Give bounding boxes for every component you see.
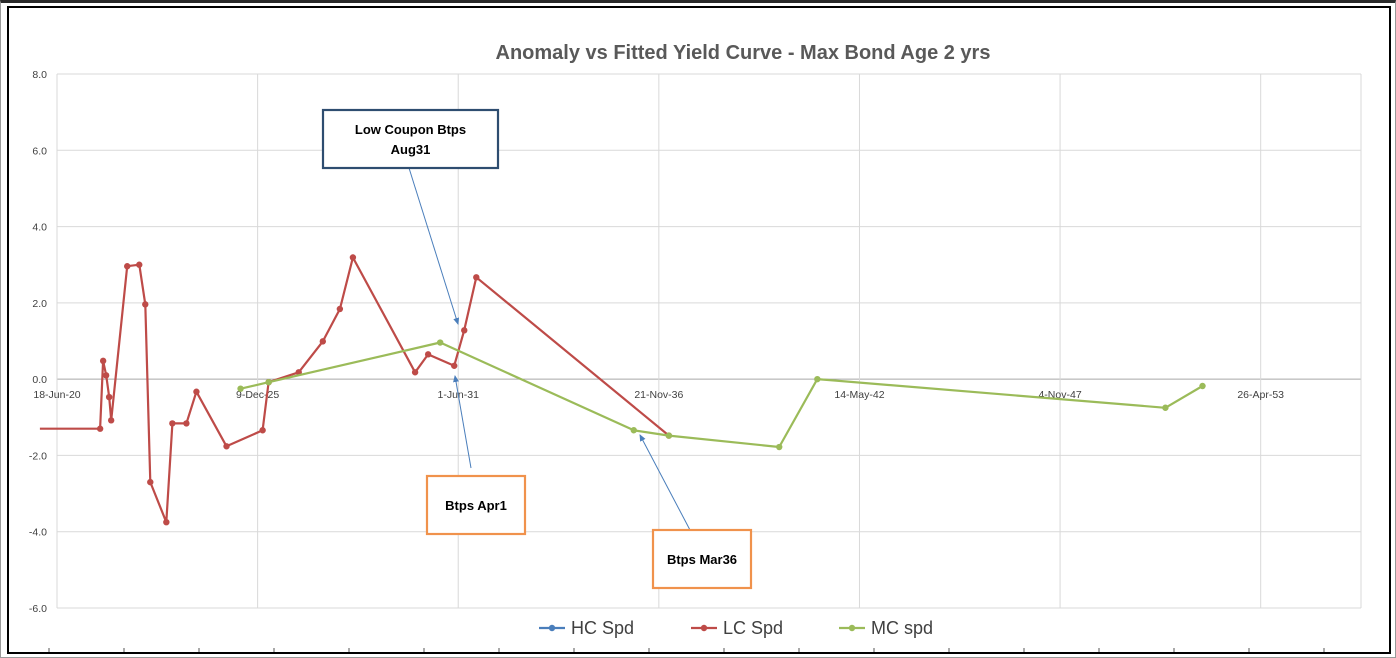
legend: HC Spd LC Spd MC spd xyxy=(539,618,933,638)
data-point-lc-spd xyxy=(102,372,110,379)
data-point-lc-spd xyxy=(107,417,115,424)
callout-text-apr1: Btps Apr1 xyxy=(445,498,507,513)
data-point-mc-spd xyxy=(265,378,272,386)
y-tick-label: -2.0 xyxy=(29,450,47,462)
x-tick-label: 26-Apr-53 xyxy=(1237,389,1284,401)
data-point-lc-spd xyxy=(183,420,190,427)
chart-svg: 8.0 6.0 4.0 2.0 0.0 -2.0 -4.0 -6.0 18-Jun-20 9-De… xyxy=(29,42,1362,652)
legend-label-lc-spd: LC Spd xyxy=(723,618,783,638)
data-point-mc-spd xyxy=(436,339,444,346)
data-point-lc-spd xyxy=(319,338,327,345)
data-point-lc-spd xyxy=(259,427,266,434)
legend-label-hc-spd: HC Spd xyxy=(571,618,634,638)
series-line-lc-spd xyxy=(39,256,670,524)
data-point-lc-spd xyxy=(349,254,357,261)
data-point-lc-spd xyxy=(147,478,154,486)
data-point-mc-spd xyxy=(814,375,821,383)
series-layer xyxy=(39,254,1206,526)
arrow-layer xyxy=(408,167,691,531)
callout-layer: Low Coupon Btps Aug31 Btps Apr1 Btps Mar36 xyxy=(321,108,753,590)
data-point-lc-spd xyxy=(473,274,480,281)
axis-layer: 8.0 6.0 4.0 2.0 0.0 -2.0 -4.0 -6.0 18-Jun-20 9-De… xyxy=(29,69,1284,615)
legend-marker-hc-spd xyxy=(548,624,556,632)
data-point-mc-spd xyxy=(237,385,244,392)
callout-box-aug31 xyxy=(321,108,500,170)
callout-arrow-mar36 xyxy=(639,434,691,531)
data-point-lc-spd xyxy=(136,261,143,268)
callout-text-aug31: Low Coupon Btps xyxy=(355,122,466,137)
data-point-mc-spd xyxy=(1199,382,1206,390)
legend-marker-lc-spd xyxy=(700,624,708,632)
y-tick-label: -6.0 xyxy=(29,603,47,615)
data-point-lc-spd xyxy=(105,393,113,401)
data-point-lc-spd xyxy=(193,388,200,395)
data-point-lc-spd xyxy=(424,351,432,358)
chart-area: 8.0 6.0 4.0 2.0 0.0 -2.0 -4.0 -6.0 18-Jun-20 9-De… xyxy=(7,6,1391,654)
callout-box-apr1 xyxy=(425,474,527,536)
y-tick-label: 6.0 xyxy=(32,145,47,157)
callout-arrow-aug31 xyxy=(408,167,460,325)
y-tick-label: 2.0 xyxy=(32,298,47,310)
callout-text-mar36: Btps Mar36 xyxy=(667,552,737,567)
data-point-lc-spd xyxy=(336,305,344,313)
data-point-lc-spd xyxy=(223,443,230,450)
legend-label-mc-spd: MC spd xyxy=(871,618,933,638)
data-point-lc-spd xyxy=(96,425,104,432)
data-point-mc-spd xyxy=(1162,404,1169,411)
y-tick-label: 8.0 xyxy=(32,69,47,81)
data-point-lc-spd xyxy=(163,518,170,526)
data-point-lc-spd xyxy=(99,357,107,365)
y-tick-label: -4.0 xyxy=(29,527,47,539)
y-tick-label: 4.0 xyxy=(32,222,47,234)
data-point-lc-spd xyxy=(169,420,176,427)
data-point-mc-spd xyxy=(630,427,637,434)
x-tick-label: 21-Nov-36 xyxy=(634,389,683,401)
y-tick-label: 0.0 xyxy=(32,374,47,386)
x-tick-label: 18-Jun-20 xyxy=(33,389,80,401)
callout-text-aug31: Aug31 xyxy=(391,142,431,157)
x-tick-label: 9-Dec-25 xyxy=(236,389,279,401)
data-point-lc-spd xyxy=(142,301,149,308)
data-point-lc-spd xyxy=(411,369,419,376)
legend-marker-mc-spd xyxy=(848,624,856,632)
data-point-mc-spd xyxy=(665,432,673,439)
callout-arrow-apr1 xyxy=(453,375,472,469)
data-point-lc-spd xyxy=(461,327,468,334)
callout-box-mar36 xyxy=(651,528,753,590)
data-point-lc-spd xyxy=(124,263,131,270)
data-point-lc-spd xyxy=(451,362,458,369)
data-point-mc-spd xyxy=(776,443,783,451)
x-tick-label: 14-May-42 xyxy=(834,389,884,401)
chart-title: Anomaly vs Fitted Yield Curve - Max Bond… xyxy=(496,42,991,64)
